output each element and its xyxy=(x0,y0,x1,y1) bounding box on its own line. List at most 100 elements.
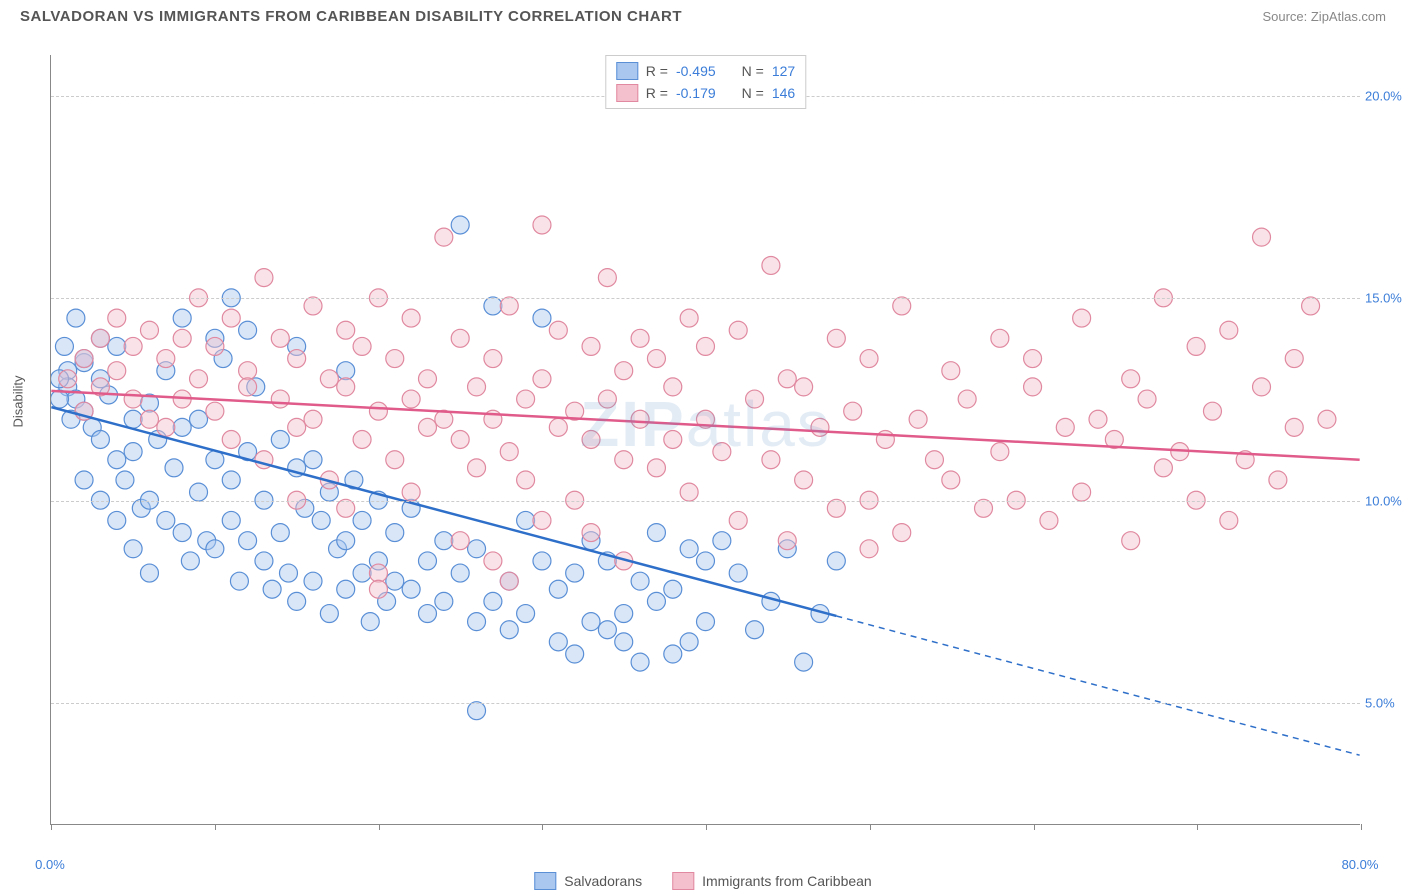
scatter-point xyxy=(116,471,134,489)
scatter-point xyxy=(680,309,698,327)
scatter-point xyxy=(271,329,289,347)
scatter-point xyxy=(239,321,257,339)
scatter-point xyxy=(517,390,535,408)
x-tick-label-max: 80.0% xyxy=(1342,857,1379,872)
scatter-point xyxy=(222,471,240,489)
scatter-point xyxy=(860,540,878,558)
scatter-point xyxy=(140,564,158,582)
scatter-point xyxy=(418,605,436,623)
scatter-point xyxy=(288,350,306,368)
scatter-point xyxy=(942,471,960,489)
scatter-point xyxy=(549,633,567,651)
scatter-point xyxy=(124,410,142,428)
scatter-point xyxy=(533,552,551,570)
scatter-point xyxy=(615,633,633,651)
scatter-point xyxy=(517,511,535,529)
grid-line xyxy=(51,298,1360,299)
scatter-point xyxy=(778,532,796,550)
scatter-point xyxy=(615,451,633,469)
legend-bottom-label-2: Immigrants from Caribbean xyxy=(702,873,872,889)
scatter-point xyxy=(304,451,322,469)
scatter-point xyxy=(697,337,715,355)
scatter-point xyxy=(435,592,453,610)
scatter-point xyxy=(239,362,257,380)
scatter-point xyxy=(729,564,747,582)
scatter-point xyxy=(549,580,567,598)
scatter-point xyxy=(517,471,535,489)
scatter-point xyxy=(827,552,845,570)
chart-header: SALVADORAN VS IMMIGRANTS FROM CARIBBEAN … xyxy=(0,0,1406,25)
scatter-point xyxy=(108,309,126,327)
n-label-2: N = xyxy=(742,85,764,101)
scatter-point xyxy=(827,329,845,347)
x-tick xyxy=(215,824,216,830)
scatter-point xyxy=(271,390,289,408)
scatter-point xyxy=(91,329,109,347)
scatter-point xyxy=(582,524,600,542)
scatter-point xyxy=(304,297,322,315)
scatter-point xyxy=(746,621,764,639)
scatter-point xyxy=(729,511,747,529)
legend-correlation-box: R = -0.495 N = 127 R = -0.179 N = 146 xyxy=(605,55,806,109)
scatter-point xyxy=(1056,418,1074,436)
scatter-point xyxy=(451,216,469,234)
scatter-point xyxy=(1285,418,1303,436)
scatter-point xyxy=(582,431,600,449)
scatter-point xyxy=(369,580,387,598)
scatter-point xyxy=(615,605,633,623)
scatter-point xyxy=(697,552,715,570)
x-tick-label-min: 0.0% xyxy=(35,857,65,872)
n-label: N = xyxy=(742,63,764,79)
scatter-point xyxy=(190,370,208,388)
scatter-point xyxy=(435,228,453,246)
scatter-point xyxy=(500,297,518,315)
scatter-point xyxy=(173,524,191,542)
scatter-point xyxy=(795,378,813,396)
x-tick xyxy=(1034,824,1035,830)
scatter-point xyxy=(165,459,183,477)
scatter-point xyxy=(312,511,330,529)
scatter-point xyxy=(468,378,486,396)
scatter-point xyxy=(181,552,199,570)
scatter-point xyxy=(533,370,551,388)
scatter-point xyxy=(1154,459,1172,477)
scatter-point xyxy=(108,511,126,529)
scatter-point xyxy=(958,390,976,408)
scatter-point xyxy=(418,370,436,388)
scatter-point xyxy=(664,580,682,598)
scatter-point xyxy=(1040,511,1058,529)
scatter-point xyxy=(124,337,142,355)
scatter-point xyxy=(157,418,175,436)
grid-line xyxy=(51,703,1360,704)
scatter-point xyxy=(942,362,960,380)
scatter-point xyxy=(631,410,649,428)
y-axis-label: Disability xyxy=(11,375,26,427)
scatter-point xyxy=(1302,297,1320,315)
scatter-point xyxy=(549,418,567,436)
scatter-point xyxy=(222,431,240,449)
scatter-point xyxy=(279,564,297,582)
scatter-point xyxy=(533,511,551,529)
scatter-point xyxy=(566,564,584,582)
scatter-point xyxy=(484,297,502,315)
scatter-point xyxy=(108,337,126,355)
scatter-point xyxy=(713,532,731,550)
scatter-point xyxy=(255,552,273,570)
scatter-point xyxy=(1285,350,1303,368)
scatter-point xyxy=(909,410,927,428)
scatter-point xyxy=(746,390,764,408)
legend-row-series-2: R = -0.179 N = 146 xyxy=(616,82,795,104)
chart-plot-area: R = -0.495 N = 127 R = -0.179 N = 146 ZI… xyxy=(50,55,1360,825)
scatter-point xyxy=(271,524,289,542)
scatter-point xyxy=(664,645,682,663)
scatter-point xyxy=(353,337,371,355)
scatter-point xyxy=(1138,390,1156,408)
scatter-point xyxy=(876,431,894,449)
scatter-point xyxy=(1269,471,1287,489)
r-label-2: R = xyxy=(646,85,668,101)
scatter-point xyxy=(402,483,420,501)
scatter-point xyxy=(533,309,551,327)
scatter-point xyxy=(729,321,747,339)
scatter-point xyxy=(337,378,355,396)
legend-bottom-item-1: Salvadorans xyxy=(534,872,642,890)
